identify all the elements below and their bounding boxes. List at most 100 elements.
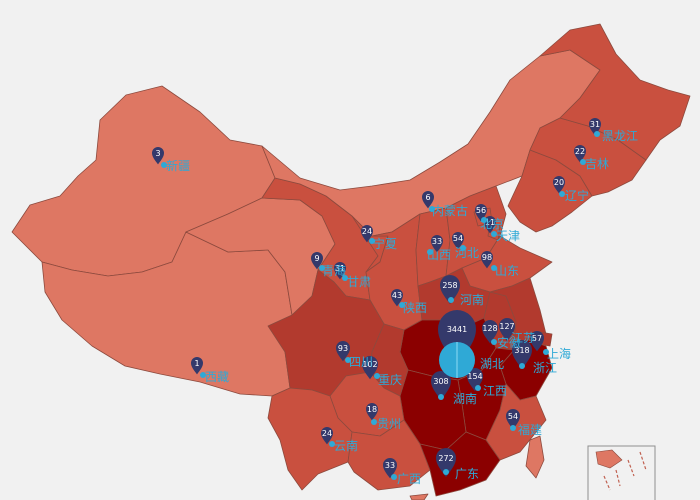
pin-marker [362, 356, 378, 380]
label-guangxi: 广西 [391, 472, 421, 486]
label-xizang: 西藏 [200, 370, 229, 384]
svg-text:广西: 广西 [397, 472, 421, 486]
label-chongqing: 重庆 [374, 373, 402, 387]
label-guangdong: 广东 [443, 467, 479, 481]
pin-tianjin[interactable]: 11 [484, 216, 496, 234]
pin-gansu[interactable]: 31 [334, 262, 346, 280]
svg-text:江苏: 江苏 [511, 331, 535, 345]
svg-text:重庆: 重庆 [378, 373, 402, 387]
pin-jiangsu[interactable]: 127 [499, 318, 515, 342]
pin-value-shanghai: 57 [532, 334, 542, 343]
pin-shandong[interactable]: 98 [481, 251, 493, 269]
pin-marker [152, 147, 164, 165]
pin-marker [482, 320, 498, 344]
svg-text:吉林: 吉林 [585, 157, 609, 171]
pin-value-henan: 258 [442, 281, 457, 290]
pin-value-liaoning: 20 [554, 178, 564, 187]
label-hubei: 湖北 [480, 356, 504, 371]
svg-text:湖北: 湖北 [480, 356, 504, 371]
pin-anhui[interactable]: 128 [482, 320, 498, 344]
svg-text:上海: 上海 [547, 346, 571, 361]
pin-heilongjiang[interactable]: 31 [589, 118, 601, 136]
label-jilin: 吉林 [580, 157, 609, 171]
svg-text:天津: 天津 [496, 229, 520, 243]
pin-xizang[interactable]: 1 [191, 357, 203, 375]
label-anhui: 安徽 [491, 335, 521, 350]
pin-chongqing[interactable]: 102 [362, 356, 378, 380]
pin-liaoning[interactable]: 20 [553, 176, 565, 194]
pin-marker [553, 176, 565, 194]
pin-value-shanxi: 33 [432, 237, 442, 246]
pin-shanxi[interactable]: 33 [431, 235, 443, 253]
pin-value-chongqing: 102 [362, 360, 377, 369]
pin-guangxi[interactable]: 33 [383, 458, 397, 479]
svg-text:浙江: 浙江 [533, 361, 557, 375]
pin-marker [484, 216, 496, 234]
pin-value-tianjin: 11 [485, 218, 495, 227]
pin-guangdong[interactable]: 272 [436, 448, 456, 477]
pin-yunnan[interactable]: 24 [321, 427, 333, 445]
label-shaanxi: 陕西 [399, 300, 427, 315]
svg-text:辽宁: 辽宁 [565, 188, 589, 203]
label-hebei: 河北 [455, 245, 479, 260]
pin-value-shandong: 98 [482, 253, 492, 262]
province-hainan[interactable] [409, 493, 429, 500]
pin-value-anhui: 128 [482, 324, 497, 333]
pin-zhejiang[interactable]: 318 [512, 340, 532, 369]
pin-marker [334, 262, 346, 280]
pin-marker [431, 371, 451, 400]
pin-qinghai[interactable]: 9 [311, 252, 323, 270]
svg-text:青海: 青海 [322, 263, 346, 278]
pin-shanghai[interactable]: 57 [530, 331, 544, 352]
svg-text:云南: 云南 [334, 438, 358, 453]
pin-xinjiang[interactable]: 3 [152, 147, 164, 165]
pin-marker [481, 251, 493, 269]
pin-value-zhejiang: 318 [514, 346, 529, 355]
label-heilongjiang: 黑龙江 [594, 129, 638, 143]
pin-marker [311, 252, 323, 270]
pin-ningxia[interactable]: 24 [361, 225, 373, 243]
pin-marker [191, 357, 203, 375]
pin-sichuan[interactable]: 93 [336, 341, 350, 362]
svg-text:山西: 山西 [427, 248, 451, 262]
pin-value-jilin: 22 [575, 147, 585, 156]
pin-shaanxi[interactable]: 43 [391, 289, 403, 307]
province-guangdong[interactable] [419, 431, 501, 497]
pin-neimenggu[interactable]: 6 [422, 191, 434, 209]
svg-text:贵州: 贵州 [377, 417, 401, 431]
label-layer: 新疆 西藏 青海 甘肃 内蒙古 宁夏 陕西 山西 河北 北京 天津 山东 河南 … [161, 129, 638, 486]
svg-text:黑龙江: 黑龙江 [602, 129, 638, 143]
province-heilongjiang[interactable] [539, 23, 691, 161]
pin-fujian[interactable]: 54 [506, 409, 520, 430]
label-sichuan: 四川 [345, 355, 373, 369]
pin-henan[interactable]: 258 [440, 275, 460, 304]
pin-guizhou[interactable]: 18 [366, 403, 378, 421]
svg-text:西藏: 西藏 [205, 370, 229, 384]
pin-marker [436, 448, 456, 477]
label-qinghai: 青海 [319, 263, 346, 278]
pin-marker [452, 232, 464, 250]
svg-text:河北: 河北 [455, 246, 479, 260]
label-tianjin: 天津 [491, 229, 520, 243]
label-guizhou: 贵州 [371, 417, 401, 431]
svg-text:四川: 四川 [349, 355, 373, 369]
pin-value-xizang: 1 [194, 359, 199, 368]
pin-marker [574, 145, 586, 163]
pin-hebei[interactable]: 54 [452, 232, 464, 250]
pin-value-jiangsu: 127 [499, 322, 514, 331]
svg-text:新疆: 新疆 [166, 158, 190, 173]
pin-marker [440, 275, 460, 304]
pin-marker [530, 331, 544, 352]
province-shanxi[interactable] [415, 207, 451, 287]
pin-marker [336, 341, 350, 362]
pin-value-hebei: 54 [453, 234, 463, 243]
label-gansu: 甘肃 [342, 275, 371, 289]
pin-jilin[interactable]: 22 [574, 145, 586, 163]
pin-hunan[interactable]: 308 [431, 371, 451, 400]
province-guangxi[interactable] [347, 419, 431, 491]
province-taiwan[interactable] [525, 435, 545, 479]
pin-value-shaanxi: 43 [392, 291, 402, 300]
label-henan: 河南 [448, 292, 484, 307]
pin-value-xinjiang: 3 [155, 149, 160, 158]
